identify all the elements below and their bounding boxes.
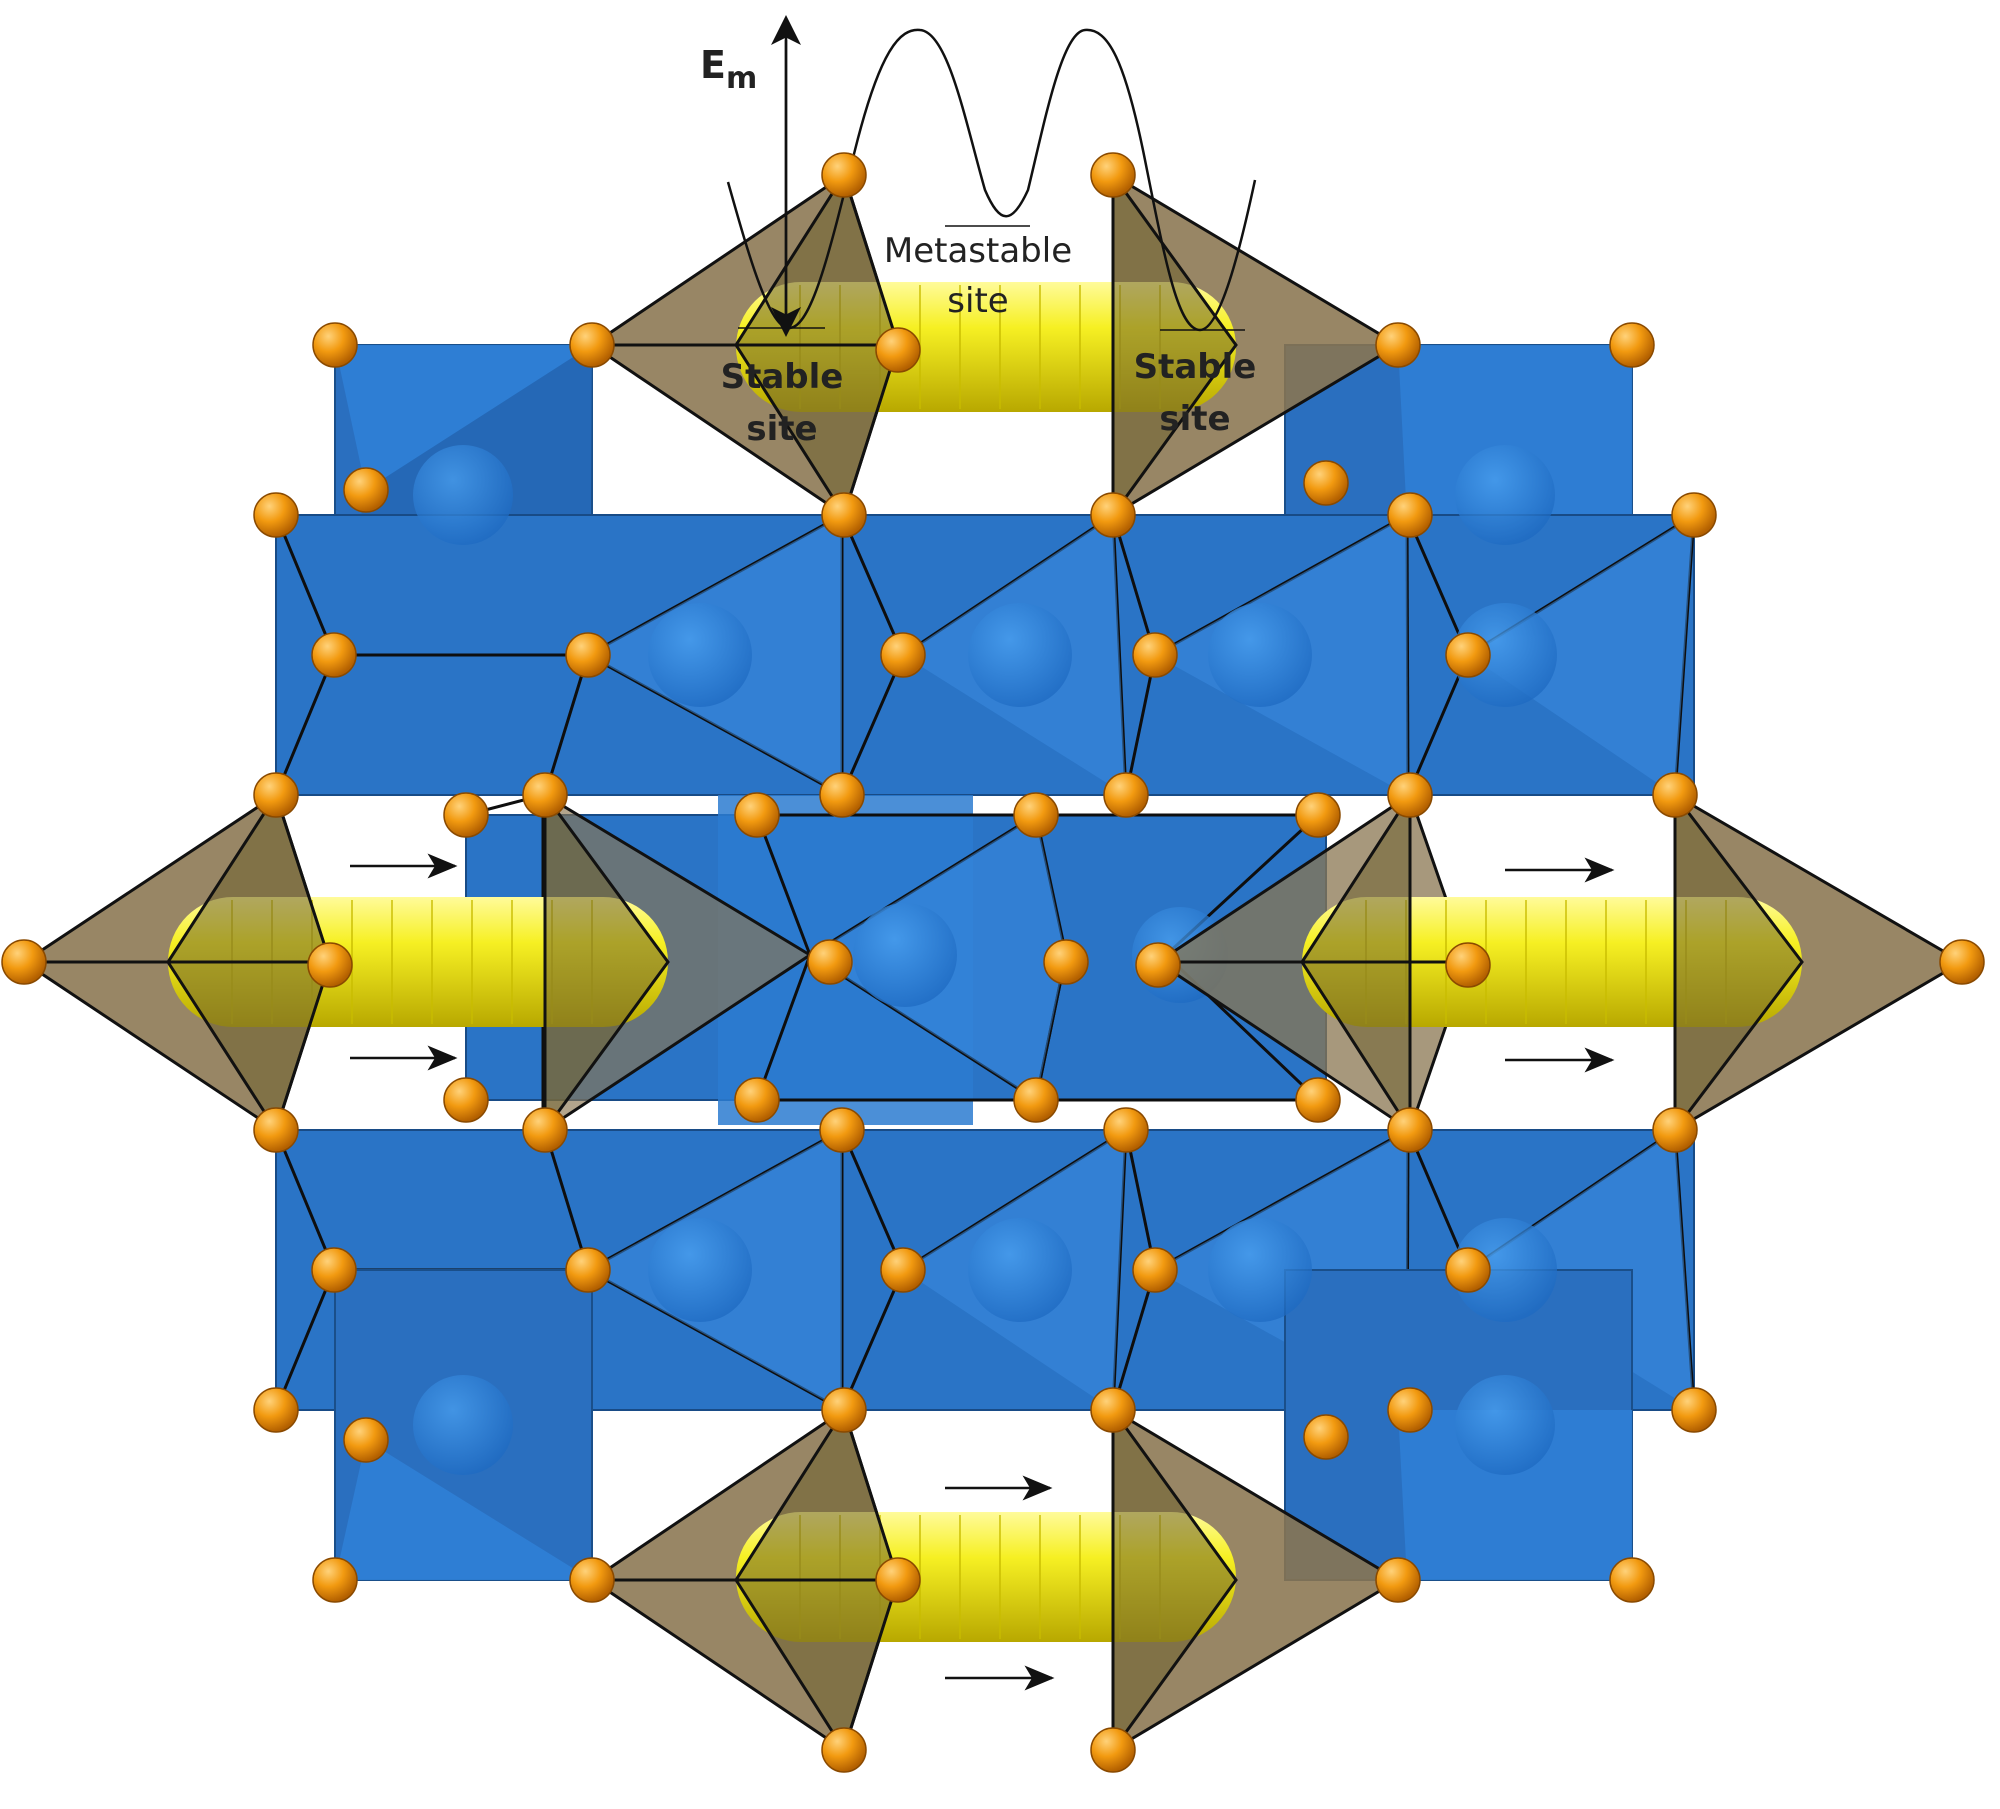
oxygen-atom <box>569 1557 615 1603</box>
oxygen-atom <box>1671 1387 1717 1433</box>
stable-site-left-label-line1: Stable <box>721 357 844 397</box>
oxygen-atom <box>1387 1107 1433 1153</box>
energy-curve <box>726 28 1257 332</box>
oxygen-atom <box>1939 939 1985 985</box>
oxygen-atom <box>1375 1557 1421 1603</box>
oxygen-atom <box>1652 772 1698 818</box>
oxygen-atom <box>821 1387 867 1433</box>
oxygen-atoms <box>1 152 1985 1773</box>
oxygen-atom <box>734 792 780 838</box>
oxygen-atom <box>1445 942 1491 988</box>
oxygen-atom <box>1671 492 1717 538</box>
energy-axis-symbol: E <box>700 43 726 87</box>
oxygen-atom <box>1387 1387 1433 1433</box>
stable-site-left-label-line2: site <box>746 409 817 449</box>
oxygen-atom <box>807 939 853 985</box>
metastable-site-label-line1: Metastable <box>884 231 1072 271</box>
oxygen-atom <box>821 1727 867 1773</box>
oxygen-atom <box>1090 1727 1136 1773</box>
oxygen-atom <box>1609 1557 1655 1603</box>
oxygen-atom <box>1387 772 1433 818</box>
oxygen-atom <box>1609 322 1655 368</box>
oxygen-atom <box>253 1107 299 1153</box>
oxygen-atom <box>307 942 353 988</box>
oxygen-atom <box>1013 1077 1059 1123</box>
oxygen-atom <box>1090 492 1136 538</box>
oxygen-atom <box>880 632 926 678</box>
oxygen-atom <box>311 632 357 678</box>
oxygen-atom <box>1652 1107 1698 1153</box>
oxygen-atom <box>821 492 867 538</box>
octahedron <box>1398 345 1632 520</box>
oxygen-atom <box>343 467 389 513</box>
labels: Em Metastable site Stable site Stable si… <box>700 43 1256 449</box>
octahedron <box>1398 1410 1632 1580</box>
oxygen-atom <box>1303 1414 1349 1460</box>
oxygen-atom <box>1375 322 1421 368</box>
oxygen-atom <box>253 1387 299 1433</box>
oxygen-atom <box>880 1247 926 1293</box>
oxygen-atom <box>443 1077 489 1123</box>
oxygen-atom <box>1132 1247 1178 1293</box>
oxygen-atom <box>565 632 611 678</box>
oxygen-atom <box>819 1107 865 1153</box>
oxygen-atom <box>819 772 865 818</box>
oxygen-atom <box>1295 792 1341 838</box>
energy-axis-label: Em <box>700 43 757 96</box>
oxygen-atom <box>253 492 299 538</box>
energy-axis-subscript: m <box>726 61 757 96</box>
oxygen-atom <box>1445 1247 1491 1293</box>
oxygen-atom <box>1 939 47 985</box>
octahedron <box>1468 515 1694 795</box>
oxygen-atom <box>875 1557 921 1603</box>
oxygen-atom <box>253 772 299 818</box>
oxygen-atom <box>1132 632 1178 678</box>
oxygen-atom <box>565 1247 611 1293</box>
direction-arrows <box>350 853 1615 1691</box>
octahedron <box>335 1440 592 1580</box>
oxygen-atom <box>312 1557 358 1603</box>
oxygen-atom <box>1135 942 1181 988</box>
oxygen-atom <box>343 1417 389 1463</box>
oxygen-atom <box>1090 1387 1136 1433</box>
oxygen-atom <box>569 322 615 368</box>
oxygen-atom <box>875 327 921 373</box>
framework-cations <box>413 445 1557 1475</box>
oxygen-atom <box>1295 1077 1341 1123</box>
oxygen-atom <box>1303 460 1349 506</box>
energy-profile <box>726 15 1257 337</box>
octahedron <box>335 345 592 490</box>
oxygen-atom <box>1090 152 1136 198</box>
oxygen-atom <box>1103 772 1149 818</box>
oxygen-atom <box>1103 1107 1149 1153</box>
oxygen-atom <box>1043 939 1089 985</box>
oxygen-atom <box>734 1077 780 1123</box>
metastable-site-label-line2: site <box>947 281 1008 321</box>
oxygen-atom <box>1013 792 1059 838</box>
oxygen-atom <box>311 1247 357 1293</box>
oxygen-atom <box>443 792 489 838</box>
stable-site-right-label-line2: site <box>1159 399 1230 439</box>
oxygen-atom <box>1387 492 1433 538</box>
stable-site-right-label-line1: Stable <box>1134 347 1257 387</box>
oxygen-atom <box>312 322 358 368</box>
oxygen-atom <box>821 152 867 198</box>
oxygen-atom <box>522 772 568 818</box>
oxygen-atom <box>522 1107 568 1153</box>
oxygen-atom <box>1445 632 1491 678</box>
